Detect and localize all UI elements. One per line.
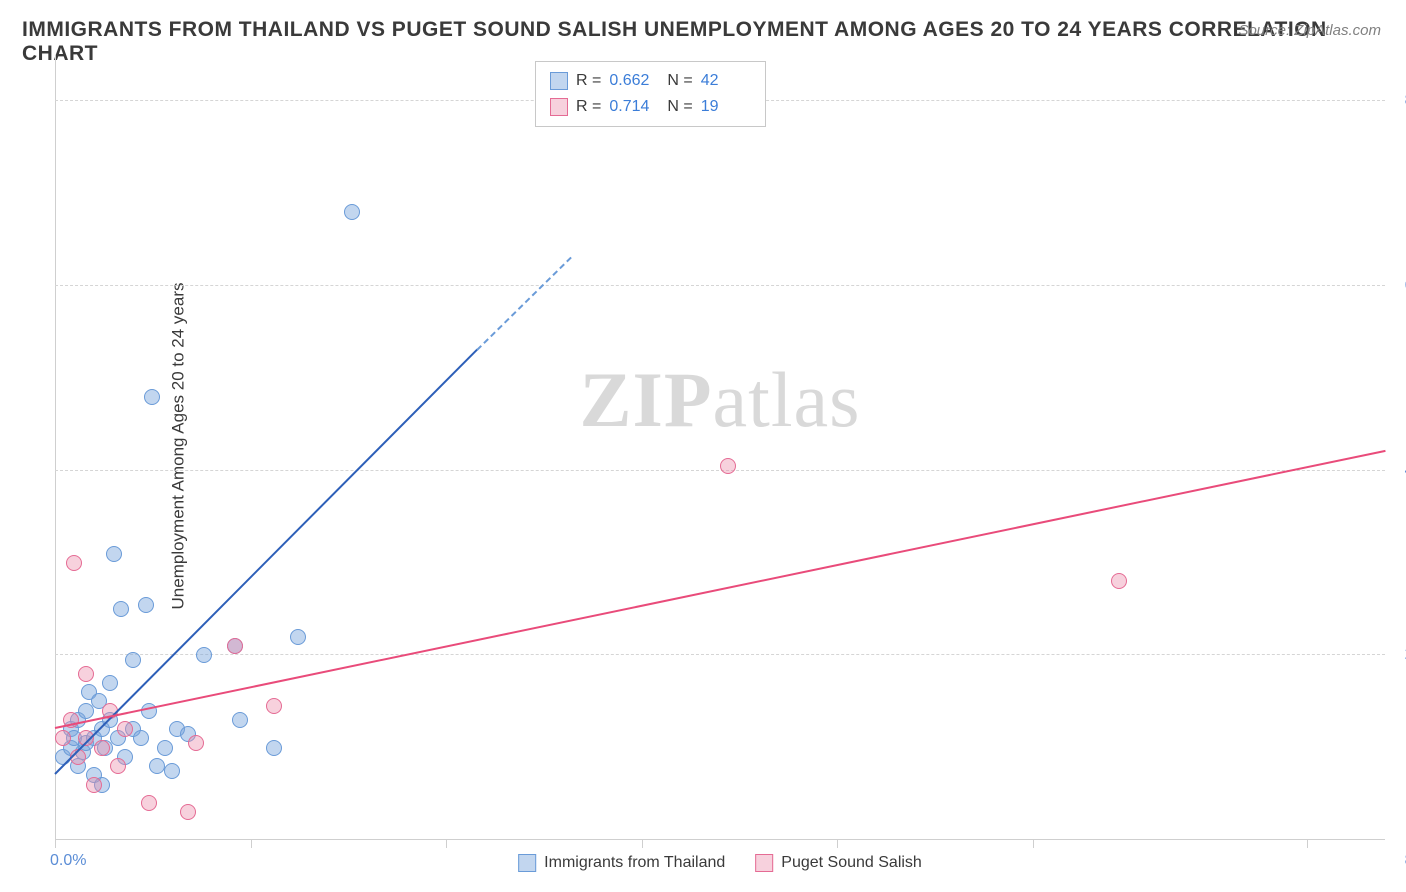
swatch-blue-icon xyxy=(518,854,536,872)
y-tick-label: 20.0% xyxy=(1390,646,1406,664)
r-value-pink: 0.714 xyxy=(609,94,659,120)
n-label: N = xyxy=(667,94,692,120)
scatter-point xyxy=(113,601,129,617)
scatter-point xyxy=(125,652,141,668)
scatter-point xyxy=(196,647,212,663)
x-tick xyxy=(1307,840,1308,848)
scatter-point xyxy=(94,740,110,756)
r-value-blue: 0.662 xyxy=(609,68,659,94)
series-legend: Immigrants from Thailand Puget Sound Sal… xyxy=(518,854,922,872)
scatter-point xyxy=(78,730,94,746)
scatter-point xyxy=(86,777,102,793)
legend-item-blue: Immigrants from Thailand xyxy=(518,854,725,872)
n-label: N = xyxy=(667,68,692,94)
x-axis xyxy=(55,839,1385,840)
grid-line xyxy=(55,285,1385,286)
scatter-point xyxy=(149,758,165,774)
scatter-point xyxy=(227,638,243,654)
scatter-point xyxy=(180,804,196,820)
swatch-blue-icon xyxy=(550,72,568,90)
chart-plot: ZIPatlas 20.0%40.0%60.0%80.0% R = 0.662 … xyxy=(55,55,1385,840)
n-value-pink: 19 xyxy=(701,94,751,120)
legend-item-pink: Puget Sound Salish xyxy=(755,854,922,872)
scatter-point xyxy=(55,730,71,746)
source-label: Source: ZipAtlas.com xyxy=(1238,22,1381,39)
x-tick-label-max: 80.0% xyxy=(1390,852,1406,870)
x-tick xyxy=(446,840,447,848)
scatter-point xyxy=(144,389,160,405)
scatter-point xyxy=(102,675,118,691)
x-tick xyxy=(642,840,643,848)
scatter-point xyxy=(138,597,154,613)
trend-line xyxy=(54,349,478,775)
x-tick xyxy=(1033,840,1034,848)
stats-row-pink: R = 0.714 N = 19 xyxy=(550,94,751,120)
y-tick-label: 60.0% xyxy=(1390,277,1406,295)
scatter-point xyxy=(78,666,94,682)
r-label: R = xyxy=(576,94,601,120)
r-label: R = xyxy=(576,68,601,94)
x-tick xyxy=(55,840,56,848)
scatter-point xyxy=(106,546,122,562)
grid-line xyxy=(55,654,1385,655)
swatch-pink-icon xyxy=(550,98,568,116)
y-tick-label: 80.0% xyxy=(1390,92,1406,110)
scatter-point xyxy=(133,730,149,746)
watermark: ZIPatlas xyxy=(580,355,861,445)
scatter-point xyxy=(720,458,736,474)
trend-line xyxy=(477,256,572,350)
scatter-point xyxy=(66,555,82,571)
scatter-point xyxy=(344,204,360,220)
scatter-point xyxy=(157,740,173,756)
swatch-pink-icon xyxy=(755,854,773,872)
scatter-point xyxy=(290,629,306,645)
trend-line xyxy=(55,450,1385,729)
scatter-point xyxy=(141,795,157,811)
legend-label-pink: Puget Sound Salish xyxy=(781,854,922,872)
n-value-blue: 42 xyxy=(701,68,751,94)
scatter-point xyxy=(1111,573,1127,589)
scatter-point xyxy=(164,763,180,779)
scatter-point xyxy=(266,740,282,756)
stats-legend: R = 0.662 N = 42 R = 0.714 N = 19 xyxy=(535,61,766,127)
scatter-point xyxy=(266,698,282,714)
scatter-point xyxy=(110,758,126,774)
scatter-point xyxy=(232,712,248,728)
stats-row-blue: R = 0.662 N = 42 xyxy=(550,68,751,94)
x-tick-label-min: 0.0% xyxy=(50,852,86,870)
scatter-point xyxy=(117,721,133,737)
x-tick xyxy=(251,840,252,848)
y-tick-label: 40.0% xyxy=(1390,462,1406,480)
legend-label-blue: Immigrants from Thailand xyxy=(544,854,725,872)
x-tick xyxy=(837,840,838,848)
y-axis xyxy=(55,55,56,840)
scatter-point xyxy=(188,735,204,751)
